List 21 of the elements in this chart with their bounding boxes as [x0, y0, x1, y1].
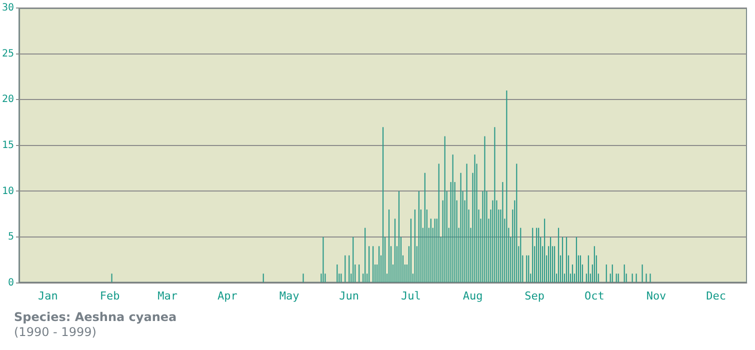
x-tick-label: Dec: [706, 289, 726, 302]
y-tick-label: 10: [2, 186, 14, 197]
x-tick-label: Jun: [339, 289, 360, 302]
text: Species: Aeshna cyanea: [14, 310, 177, 325]
y-tick-label: 0: [8, 277, 14, 288]
y-tick-label: 30: [2, 2, 14, 14]
x-tick-label: Jul: [401, 289, 421, 302]
y-tick-label: 5: [8, 232, 14, 243]
x-tick-label: Mar: [158, 289, 178, 302]
x-tick-label: May: [279, 289, 300, 302]
x-tick-label: Nov: [646, 289, 667, 302]
x-tick-label: Sep: [524, 289, 545, 302]
y-tick-label: 25: [2, 48, 14, 60]
y-tick-label: 15: [2, 140, 14, 151]
x-tick-label: Apr: [218, 289, 238, 302]
y-tick-label: 20: [2, 94, 14, 106]
x-tick-label: Aug: [462, 289, 483, 302]
x-tick-label: Oct: [584, 289, 604, 302]
x-tick-label: Jan: [38, 289, 58, 302]
text: (1990 - 1999): [14, 325, 98, 340]
x-tick-label: Feb: [100, 289, 120, 302]
